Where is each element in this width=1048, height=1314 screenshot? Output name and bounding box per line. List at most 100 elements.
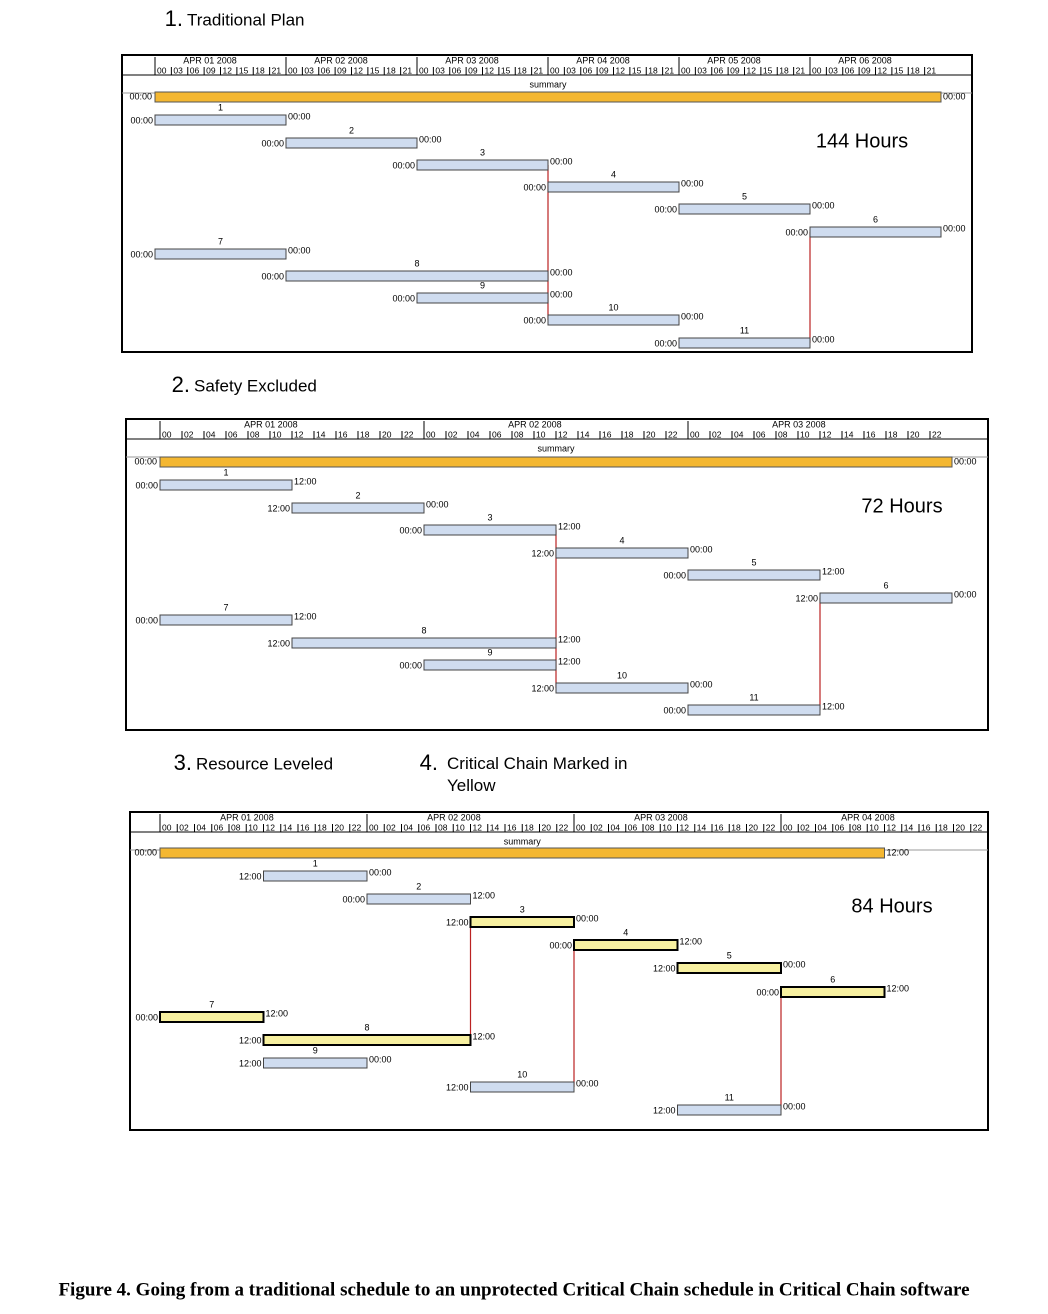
hour-label: 10	[869, 822, 879, 832]
hour-label: 12	[616, 65, 626, 75]
task-end: 00:00	[681, 311, 704, 321]
task-id: 6	[883, 580, 888, 590]
task-end: 12:00	[294, 611, 317, 621]
task-id: 3	[487, 512, 492, 522]
date-label: APR 05 2008	[707, 55, 761, 65]
task-bar	[819, 592, 953, 604]
task-start: 00:00	[135, 1012, 158, 1022]
hour-label: 20	[646, 429, 656, 439]
hour-label: 09	[468, 65, 478, 75]
task-id: 4	[619, 535, 624, 545]
hour-label: 04	[818, 822, 828, 832]
hour-label: 03	[697, 65, 707, 75]
task-end: 00:00	[550, 156, 573, 166]
task-bar	[678, 203, 811, 215]
hour-label: 12	[822, 429, 832, 439]
task-start: 00:00	[756, 987, 779, 997]
hour-label: 06	[583, 65, 593, 75]
date-label: APR 01 2008	[183, 55, 237, 65]
hour-label: 06	[452, 65, 462, 75]
task-end: 12:00	[558, 634, 581, 644]
date-label: APR 02 2008	[427, 812, 481, 822]
task-bar	[154, 114, 287, 126]
summary-label: summary	[529, 79, 567, 89]
task-start: 12:00	[531, 683, 554, 693]
summary-start: 00:00	[134, 847, 157, 857]
task-id: 8	[414, 258, 419, 268]
task-end: 12:00	[294, 476, 317, 486]
task-bar	[555, 547, 689, 559]
date-label: APR 06 2008	[838, 55, 892, 65]
task-id: 1	[218, 102, 223, 112]
task-start: 00:00	[392, 160, 415, 170]
task-bar	[423, 524, 557, 536]
task-bar	[573, 939, 679, 951]
task-bar	[366, 893, 471, 905]
hour-label: 00	[783, 822, 793, 832]
total-hours: 72 Hours	[861, 495, 942, 517]
task-start: 00:00	[135, 615, 158, 625]
hour-label: 08	[250, 429, 260, 439]
total-hours: 144 Hours	[816, 130, 908, 152]
hour-label: 06	[628, 822, 638, 832]
hour-label: 14	[844, 429, 854, 439]
hour-label: 15	[894, 65, 904, 75]
task-id: 9	[480, 280, 485, 290]
panel-number: 2.	[172, 372, 190, 397]
date-label: APR 04 2008	[576, 55, 630, 65]
task-id: 8	[421, 625, 426, 635]
hour-label: 20	[910, 429, 920, 439]
task-bar	[555, 682, 689, 694]
task-start: 12:00	[531, 548, 554, 558]
panel-title: Traditional Plan	[187, 10, 305, 29]
task-end: 12:00	[558, 656, 581, 666]
hour-label: 03	[173, 65, 183, 75]
hour-label: 06	[190, 65, 200, 75]
task-id: 10	[617, 670, 627, 680]
hour-label: 03	[304, 65, 314, 75]
task-end: 00:00	[419, 134, 442, 144]
task-start: 12:00	[239, 1058, 262, 1068]
panel-frame	[121, 54, 973, 353]
summary-end: 00:00	[954, 456, 977, 466]
hour-label: 06	[835, 822, 845, 832]
hour-label: 16	[921, 822, 931, 832]
task-end: 00:00	[783, 959, 806, 969]
hour-label: 09	[337, 65, 347, 75]
hour-label: 15	[501, 65, 511, 75]
hour-label: 22	[932, 429, 942, 439]
hour-label: 16	[602, 429, 612, 439]
date-label: APR 02 2008	[508, 419, 562, 429]
hour-label: 22	[404, 429, 414, 439]
hour-label: 00	[288, 65, 298, 75]
hour-label: 00	[157, 65, 167, 75]
hour-label: 10	[272, 429, 282, 439]
hour-label: 21	[534, 65, 544, 75]
task-end: 00:00	[426, 499, 449, 509]
task-start: 00:00	[342, 894, 365, 904]
task-end: 12:00	[887, 983, 910, 993]
task-id: 8	[364, 1022, 369, 1032]
task-bar	[159, 1011, 265, 1023]
hour-label: 12	[485, 65, 495, 75]
task-id: 11	[725, 1092, 734, 1102]
hour-label: 18	[524, 822, 534, 832]
total-hours: 84 Hours	[851, 895, 932, 917]
hour-label: 09	[599, 65, 609, 75]
hour-label: 08	[438, 822, 448, 832]
hour-label: 00	[576, 822, 586, 832]
panel-title: Resource Leveled	[196, 754, 333, 773]
task-id: 1	[313, 858, 318, 868]
date-label: APR 02 2008	[314, 55, 368, 65]
task-start: 12:00	[446, 917, 469, 927]
hour-label: 04	[206, 429, 216, 439]
summary-end: 00:00	[943, 91, 966, 101]
task-end: 00:00	[690, 679, 713, 689]
task-bar	[262, 1034, 472, 1046]
hour-label: 02	[800, 822, 810, 832]
task-end: 00:00	[783, 1101, 806, 1111]
hour-label: 00	[426, 429, 436, 439]
task-id: 5	[751, 557, 756, 567]
hour-label: 10	[662, 822, 672, 832]
hour-label: 06	[756, 429, 766, 439]
